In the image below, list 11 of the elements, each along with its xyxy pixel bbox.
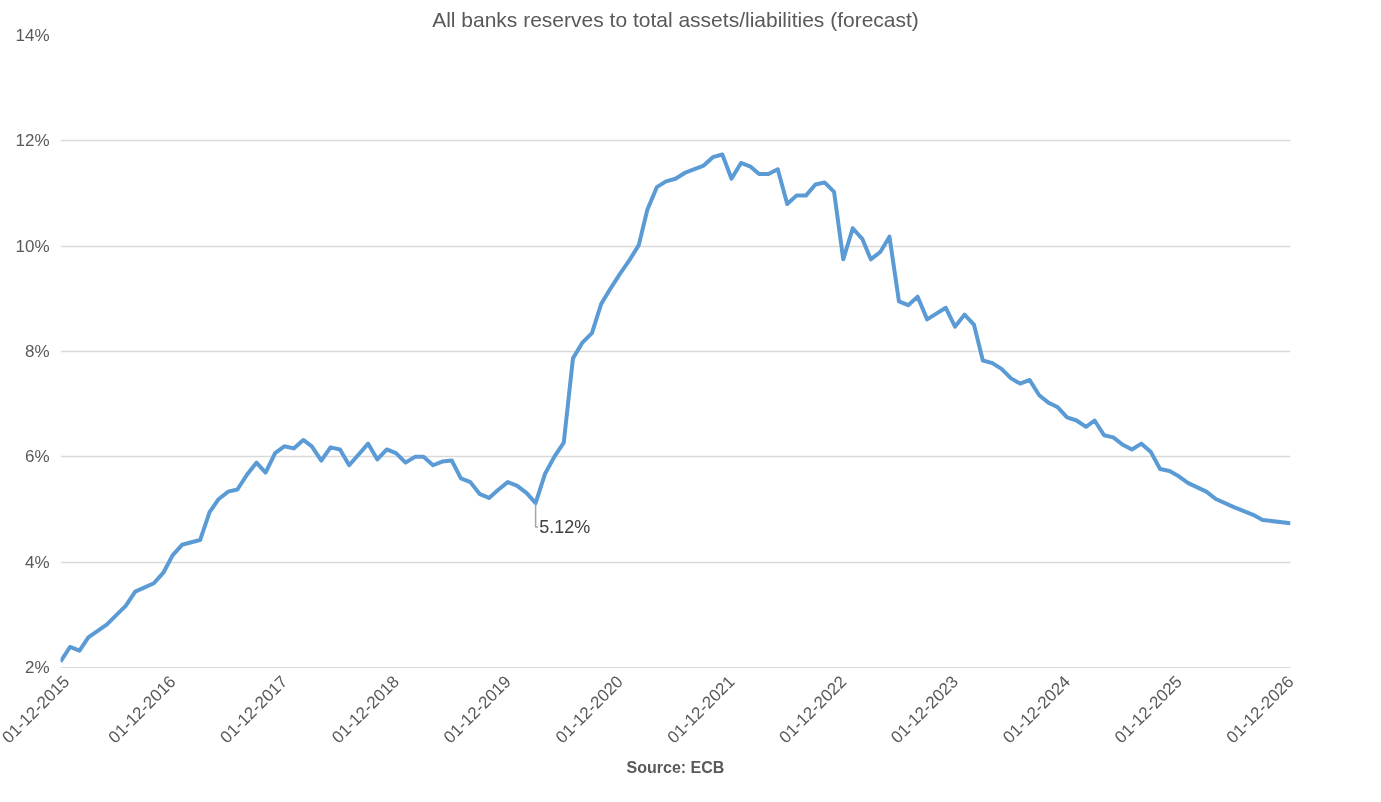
y-tick-label: 14% [15,26,50,45]
chart-title: All banks reserves to total assets/liabilities (forecast) [432,7,919,31]
y-tick-label: 4% [24,552,50,572]
y-tick-label: 8% [24,342,50,361]
y-tick-label: 12% [15,131,50,151]
y-tick-label: 10% [15,236,50,256]
y-tick-label: 2% [24,658,50,677]
line-series [60,152,1291,664]
y-tick-label: 6% [24,447,50,467]
source-note: Source: ECB [626,758,725,776]
annotation: 5.12% [539,516,591,537]
